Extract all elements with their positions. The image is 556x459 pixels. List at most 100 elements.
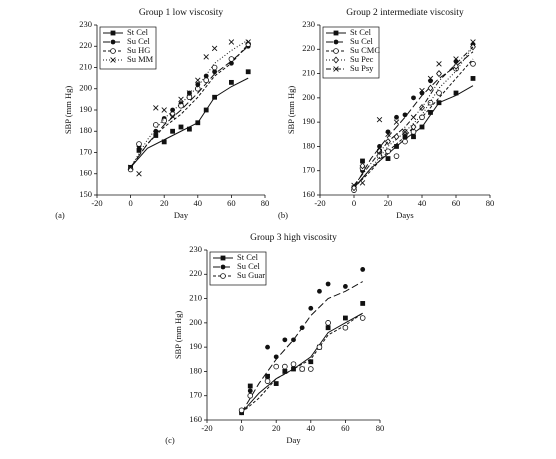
marker: [343, 315, 348, 321]
marker: [195, 82, 201, 87]
marker: [342, 324, 349, 331]
y-tick-label: 210: [189, 293, 202, 303]
x-tick-label: 60: [452, 198, 461, 208]
x-tick-label: 60: [341, 423, 350, 433]
y-tick-label: 230: [189, 244, 202, 254]
y-tick-label: 200: [79, 83, 92, 93]
marker: [427, 75, 434, 82]
legend-label: Su Pec: [350, 54, 374, 64]
marker: [428, 78, 433, 84]
marker: [359, 180, 366, 186]
marker: [282, 363, 288, 370]
marker: [229, 79, 234, 85]
y-tick-label: 170: [79, 146, 92, 156]
marker: [273, 354, 279, 360]
marker: [325, 325, 331, 331]
marker: [203, 77, 210, 84]
marker: [385, 129, 391, 135]
legend-marker: [110, 57, 116, 63]
x-tick-label: 20: [384, 198, 393, 208]
y-axis-label: SBP (mm Hg): [173, 311, 183, 360]
marker: [153, 105, 159, 111]
marker: [228, 56, 235, 62]
marker: [153, 128, 159, 134]
marker: [308, 305, 314, 311]
x-tick-label: 0: [239, 423, 243, 433]
y-tick-label: 160: [302, 189, 315, 199]
fit-line: [130, 45, 249, 168]
marker: [402, 138, 408, 145]
y-tick-label: 230: [79, 19, 92, 29]
panel-label: (b): [278, 210, 288, 220]
marker: [247, 383, 253, 389]
panel-label: (c): [165, 435, 175, 445]
marker: [402, 112, 408, 118]
marker: [265, 344, 270, 350]
x-tick-label: 80: [486, 198, 495, 208]
x-axis-label: Days: [396, 210, 413, 220]
y-tick-label: 180: [302, 140, 315, 150]
marker: [136, 147, 142, 153]
marker: [427, 84, 434, 92]
marker: [170, 128, 175, 134]
marker: [360, 301, 366, 306]
marker: [212, 94, 217, 100]
marker: [169, 113, 176, 120]
marker: [161, 117, 168, 124]
marker: [385, 148, 391, 155]
y-tick-label: 160: [79, 168, 92, 178]
marker: [203, 54, 209, 60]
panel-label: (a): [55, 210, 65, 220]
x-axis-label: Day: [286, 435, 301, 445]
fit-line: [353, 51, 474, 188]
y-axis-label: SBP (mm Hg): [286, 86, 296, 135]
chart-title: Group 2 intermediate viscosity: [346, 8, 464, 18]
legend-marker: [220, 255, 226, 261]
legend-box: [99, 26, 157, 70]
marker: [351, 182, 357, 189]
y-tick-label: 200: [302, 92, 315, 102]
marker: [291, 366, 296, 372]
legend-label: Su CMC: [350, 45, 380, 55]
marker: [360, 158, 365, 164]
marker: [136, 171, 142, 177]
marker: [436, 100, 442, 106]
marker: [153, 122, 159, 128]
marker: [299, 325, 305, 331]
legend-label: Su HG: [127, 45, 150, 55]
marker: [186, 90, 193, 96]
marker: [136, 141, 142, 147]
legend-marker: [333, 39, 339, 45]
marker: [470, 39, 476, 45]
marker: [436, 70, 442, 78]
marker: [264, 378, 271, 384]
marker: [402, 129, 408, 135]
marker: [419, 114, 425, 121]
y-tick-label: 210: [302, 68, 315, 78]
marker: [161, 139, 167, 145]
legend-label: Su MM: [127, 54, 154, 64]
marker: [317, 288, 322, 294]
fit-line: [241, 312, 363, 414]
chart-title: Group 1 low viscosity: [139, 8, 223, 18]
legend-marker: [333, 48, 339, 54]
marker: [265, 373, 270, 379]
y-tick-label: 220: [79, 40, 92, 50]
y-tick-label: 190: [302, 116, 315, 126]
marker: [428, 110, 433, 115]
legend-marker: [110, 39, 116, 45]
marker: [282, 369, 288, 374]
marker: [228, 39, 235, 45]
marker: [359, 162, 366, 170]
marker: [238, 407, 245, 414]
marker: [316, 344, 323, 350]
marker: [419, 124, 425, 130]
marker: [211, 45, 218, 52]
marker: [247, 392, 254, 399]
marker: [385, 131, 391, 138]
y-tick-label: 150: [79, 189, 92, 199]
legend-label: St Cel: [237, 252, 259, 262]
y-tick-label: 210: [79, 61, 92, 71]
x-tick-label: 80: [376, 423, 385, 433]
x-tick-label: 0: [128, 198, 132, 208]
